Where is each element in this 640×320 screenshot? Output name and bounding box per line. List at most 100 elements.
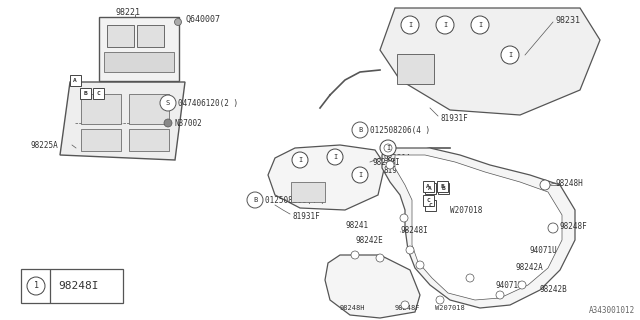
Text: A: A xyxy=(426,183,430,188)
Text: N37002: N37002 xyxy=(174,118,202,127)
Circle shape xyxy=(496,291,504,299)
Circle shape xyxy=(292,152,308,168)
FancyBboxPatch shape xyxy=(291,182,325,202)
Text: 98248H: 98248H xyxy=(340,305,365,311)
Circle shape xyxy=(380,140,396,156)
Text: 94071U: 94071U xyxy=(530,245,557,254)
FancyBboxPatch shape xyxy=(21,269,123,303)
Text: W207018: W207018 xyxy=(435,305,465,311)
Circle shape xyxy=(548,223,558,233)
Text: W207018: W207018 xyxy=(450,205,483,214)
Polygon shape xyxy=(268,145,385,210)
FancyBboxPatch shape xyxy=(81,94,121,124)
FancyBboxPatch shape xyxy=(129,94,169,124)
Circle shape xyxy=(466,274,474,282)
Text: B: B xyxy=(253,197,257,203)
FancyBboxPatch shape xyxy=(422,195,433,205)
Text: 98241: 98241 xyxy=(345,220,368,229)
Circle shape xyxy=(406,246,414,254)
Text: 98248I: 98248I xyxy=(372,157,400,166)
Text: 98248I: 98248I xyxy=(58,281,99,291)
Text: 012508206(4 ): 012508206(4 ) xyxy=(370,125,430,134)
Circle shape xyxy=(401,301,409,309)
Text: I: I xyxy=(358,172,362,178)
Circle shape xyxy=(384,144,392,152)
FancyBboxPatch shape xyxy=(436,180,447,191)
Text: A343001012: A343001012 xyxy=(589,306,635,315)
Circle shape xyxy=(351,251,359,259)
Text: 98248H: 98248H xyxy=(555,179,583,188)
Text: 98221: 98221 xyxy=(115,7,140,17)
Circle shape xyxy=(175,19,182,26)
Circle shape xyxy=(416,261,424,269)
Text: 98242E: 98242E xyxy=(355,236,383,244)
FancyBboxPatch shape xyxy=(81,129,121,151)
Text: B: B xyxy=(441,186,445,190)
Text: 81931F: 81931F xyxy=(440,114,468,123)
Text: 81931F: 81931F xyxy=(383,165,411,174)
FancyBboxPatch shape xyxy=(137,25,164,47)
Text: 98242A: 98242A xyxy=(515,263,543,273)
Text: 98248I: 98248I xyxy=(400,226,428,235)
Circle shape xyxy=(352,167,368,183)
Text: C: C xyxy=(426,197,430,203)
Text: E: E xyxy=(440,183,444,188)
Text: A: A xyxy=(73,77,77,83)
Text: C: C xyxy=(428,203,432,207)
Text: I: I xyxy=(333,154,337,160)
FancyBboxPatch shape xyxy=(424,199,435,211)
Circle shape xyxy=(518,281,526,289)
Text: 98231A: 98231A xyxy=(383,154,411,163)
Text: 98225A: 98225A xyxy=(30,140,58,149)
FancyBboxPatch shape xyxy=(424,182,435,194)
Circle shape xyxy=(327,149,343,165)
Circle shape xyxy=(400,214,408,222)
Text: I: I xyxy=(408,22,412,28)
Text: S: S xyxy=(166,100,170,106)
Circle shape xyxy=(401,16,419,34)
Text: 1: 1 xyxy=(33,282,38,291)
Text: 98242B: 98242B xyxy=(540,285,568,294)
Text: C: C xyxy=(96,91,100,95)
FancyBboxPatch shape xyxy=(99,17,179,81)
Circle shape xyxy=(164,119,172,127)
Polygon shape xyxy=(60,82,185,160)
Polygon shape xyxy=(380,8,600,115)
Circle shape xyxy=(501,46,519,64)
Text: I: I xyxy=(386,145,390,151)
Circle shape xyxy=(352,122,368,138)
Circle shape xyxy=(376,254,384,262)
Circle shape xyxy=(436,16,454,34)
Text: 98248F: 98248F xyxy=(395,305,420,311)
Circle shape xyxy=(160,95,176,111)
Text: B: B xyxy=(83,91,87,95)
Text: B: B xyxy=(358,127,362,133)
FancyBboxPatch shape xyxy=(79,87,90,99)
FancyBboxPatch shape xyxy=(129,129,169,151)
Text: 81931F: 81931F xyxy=(292,212,320,220)
FancyBboxPatch shape xyxy=(104,52,174,72)
Text: 012508206(4 ): 012508206(4 ) xyxy=(265,196,325,204)
Text: 94071U: 94071U xyxy=(495,281,523,290)
FancyBboxPatch shape xyxy=(397,54,434,84)
Circle shape xyxy=(386,161,394,169)
Polygon shape xyxy=(382,148,575,308)
Text: 047406120(2 ): 047406120(2 ) xyxy=(178,99,238,108)
Polygon shape xyxy=(395,155,562,300)
Circle shape xyxy=(436,296,444,304)
Text: A: A xyxy=(428,186,432,190)
FancyBboxPatch shape xyxy=(107,25,134,47)
Circle shape xyxy=(540,180,550,190)
Text: I: I xyxy=(298,157,302,163)
Text: 98231: 98231 xyxy=(555,15,580,25)
Text: I: I xyxy=(508,52,512,58)
Polygon shape xyxy=(325,255,420,318)
Text: I: I xyxy=(478,22,482,28)
FancyBboxPatch shape xyxy=(438,182,449,194)
FancyBboxPatch shape xyxy=(422,180,433,191)
Circle shape xyxy=(27,277,45,295)
Text: I: I xyxy=(443,22,447,28)
Text: 98248F: 98248F xyxy=(559,221,587,230)
FancyBboxPatch shape xyxy=(93,87,104,99)
FancyBboxPatch shape xyxy=(70,75,81,85)
